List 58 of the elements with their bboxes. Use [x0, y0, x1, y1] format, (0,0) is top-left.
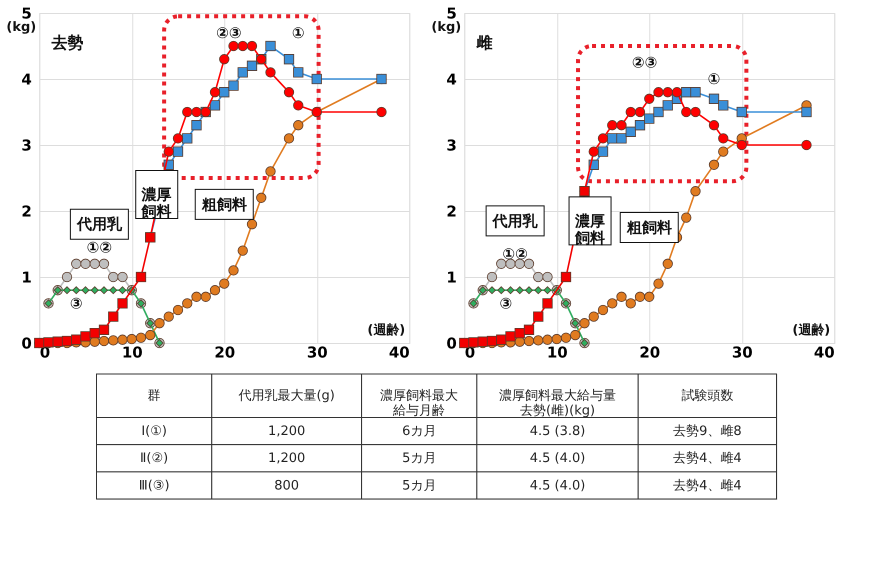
annotation: 代用乳: [76, 215, 123, 234]
y-axis-title: (kg): [431, 20, 462, 35]
annotation: ②③: [632, 54, 658, 72]
annotation: ①: [292, 24, 305, 42]
y-tick-label: 5: [446, 4, 457, 22]
text: Ⅱ(②): [140, 451, 168, 466]
annotation: ①②: [502, 244, 528, 263]
category-label: 試験頭数: [681, 388, 734, 404]
annotation: ③: [70, 294, 83, 312]
text: 去勢4、雌4: [673, 451, 742, 466]
x-axis-title: (週齢): [792, 323, 830, 338]
text: 5カ月: [402, 451, 436, 466]
y-tick-label: 1: [446, 268, 457, 286]
text: 4.5 (4.0): [530, 451, 586, 466]
y-tick-label: 4: [446, 70, 457, 88]
text: 6カ月: [402, 424, 436, 440]
category-label: 濃厚飼料最大給与量去勢(雌)(kg): [499, 388, 616, 419]
y-tick-label: 3: [21, 136, 32, 154]
annotation: 濃厚飼料: [140, 186, 172, 220]
x-tick-label: 40: [388, 344, 410, 362]
text: 去勢: [50, 33, 84, 52]
text: 1,200: [268, 424, 306, 440]
annotation: ①: [708, 70, 720, 88]
text: 去勢4、雌4: [673, 478, 742, 494]
annotation: 粗飼料: [200, 195, 247, 214]
text: 雌: [475, 33, 492, 52]
annotation: 粗飼料: [626, 218, 672, 236]
y-tick-label: 3: [446, 136, 457, 154]
y-tick-label: 4: [21, 70, 32, 88]
text: Ⅲ(③): [138, 478, 170, 494]
x-tick-label: 10: [122, 344, 143, 362]
y-tick-label: 5: [21, 4, 32, 22]
annotation: ③: [500, 294, 512, 312]
text: 4.5 (4.0): [530, 478, 586, 494]
text: 800: [274, 478, 300, 494]
category-label: 濃厚飼料最大給与月齢: [380, 388, 458, 419]
text: 4.5 (3.8): [530, 424, 586, 440]
y-tick-label: 1: [21, 268, 32, 286]
x-tick-label: 20: [214, 344, 236, 362]
y-tick-label: 2: [21, 202, 32, 220]
annotation: 濃厚飼料: [574, 212, 606, 247]
x-tick-label: 10: [546, 344, 568, 362]
text: 1,200: [268, 451, 306, 466]
category-label: 群: [148, 388, 161, 404]
annotation: ②③: [216, 24, 242, 42]
x-tick-label: 30: [732, 344, 753, 362]
x-tick-label: 30: [306, 344, 328, 362]
text: 5カ月: [402, 478, 436, 494]
x-tick-label: 20: [639, 344, 660, 362]
annotation: 代用乳: [492, 212, 539, 230]
category-label: 代用乳最大量(g): [237, 388, 335, 404]
text: Ⅰ(①): [141, 424, 167, 440]
y-tick-label: 2: [446, 202, 457, 220]
text: 去勢9、雌8: [673, 424, 742, 440]
x-axis-title: (週齢): [367, 323, 406, 338]
x-tick-label: 40: [814, 344, 835, 362]
annotation: ①②: [86, 238, 112, 256]
y-axis-title: (kg): [6, 20, 36, 35]
